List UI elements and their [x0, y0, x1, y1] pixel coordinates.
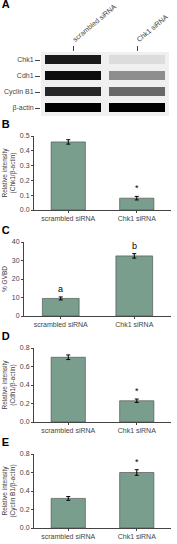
svg-text:0.2: 0.2 [20, 177, 30, 184]
svg-text:Chk1 siRNA: Chk1 siRNA [118, 533, 156, 540]
svg-text:% GVBD: % GVBD [1, 266, 8, 292]
svg-text:Cdh1: Cdh1 [17, 72, 34, 79]
svg-text:scrambled siRNA: scrambled siRNA [34, 321, 88, 328]
svg-text:0.3: 0.3 [20, 162, 30, 169]
svg-text:Relative intensity(Cdh1/β-acti: Relative intensity(Cdh1/β-actin) [1, 360, 17, 410]
svg-text:Chk1 siRNA: Chk1 siRNA [115, 321, 153, 328]
svg-text:Relative intensity(Cyclin B1/β: Relative intensity(Cyclin B1/β-actin) [1, 464, 17, 517]
svg-text:0.2: 0.2 [20, 506, 30, 513]
svg-text:*: * [135, 457, 139, 467]
svg-text:Cyclin B1: Cyclin B1 [4, 88, 34, 96]
svg-text:β-actin: β-actin [12, 104, 33, 112]
svg-text:Chk1 siRNA: Chk1 siRNA [118, 427, 156, 434]
svg-text:Chk1: Chk1 [17, 56, 33, 63]
svg-text:0.6: 0.6 [20, 363, 30, 370]
svg-text:a: a [58, 284, 63, 294]
svg-text:30: 30 [12, 257, 20, 264]
svg-text:scrambled siRNA: scrambled siRNA [41, 533, 95, 540]
svg-text:0.2: 0.2 [20, 400, 30, 407]
svg-text:0.5: 0.5 [20, 132, 30, 139]
svg-text:0.8: 0.8 [20, 344, 30, 351]
svg-text:0.0: 0.0 [20, 206, 30, 213]
svg-text:0: 0 [16, 312, 20, 319]
svg-text:A: A [2, 0, 10, 10]
svg-text:0.1: 0.1 [20, 192, 30, 199]
svg-text:C: C [2, 226, 10, 236]
svg-text:40: 40 [12, 238, 20, 245]
svg-text:b: b [132, 241, 137, 251]
svg-text:0.4: 0.4 [20, 487, 30, 494]
svg-text:0.8: 0.8 [20, 450, 30, 457]
svg-text:scrambled siRNA: scrambled siRNA [71, 3, 117, 43]
svg-text:0.0: 0.0 [20, 524, 30, 531]
svg-text:*: * [135, 183, 139, 193]
svg-text:Chk1 siRNA: Chk1 siRNA [135, 13, 169, 43]
svg-text:B: B [2, 120, 10, 130]
svg-text:scrambled siRNA: scrambled siRNA [41, 427, 95, 434]
svg-text:scrambled siRNA: scrambled siRNA [41, 215, 95, 222]
svg-text:0.0: 0.0 [20, 418, 30, 425]
svg-text:0.6: 0.6 [20, 469, 30, 476]
svg-text:Relative intensity(Chk1/β-acti: Relative intensity(Chk1/β-actin) [1, 148, 17, 198]
svg-text:0.4: 0.4 [20, 147, 30, 154]
svg-text:0.4: 0.4 [20, 381, 30, 388]
svg-text:Chk1 siRNA: Chk1 siRNA [118, 215, 156, 222]
svg-text:20: 20 [12, 275, 20, 282]
svg-text:10: 10 [12, 294, 20, 301]
svg-text:D: D [2, 332, 10, 342]
svg-text:*: * [135, 386, 139, 396]
svg-text:E: E [2, 438, 9, 448]
